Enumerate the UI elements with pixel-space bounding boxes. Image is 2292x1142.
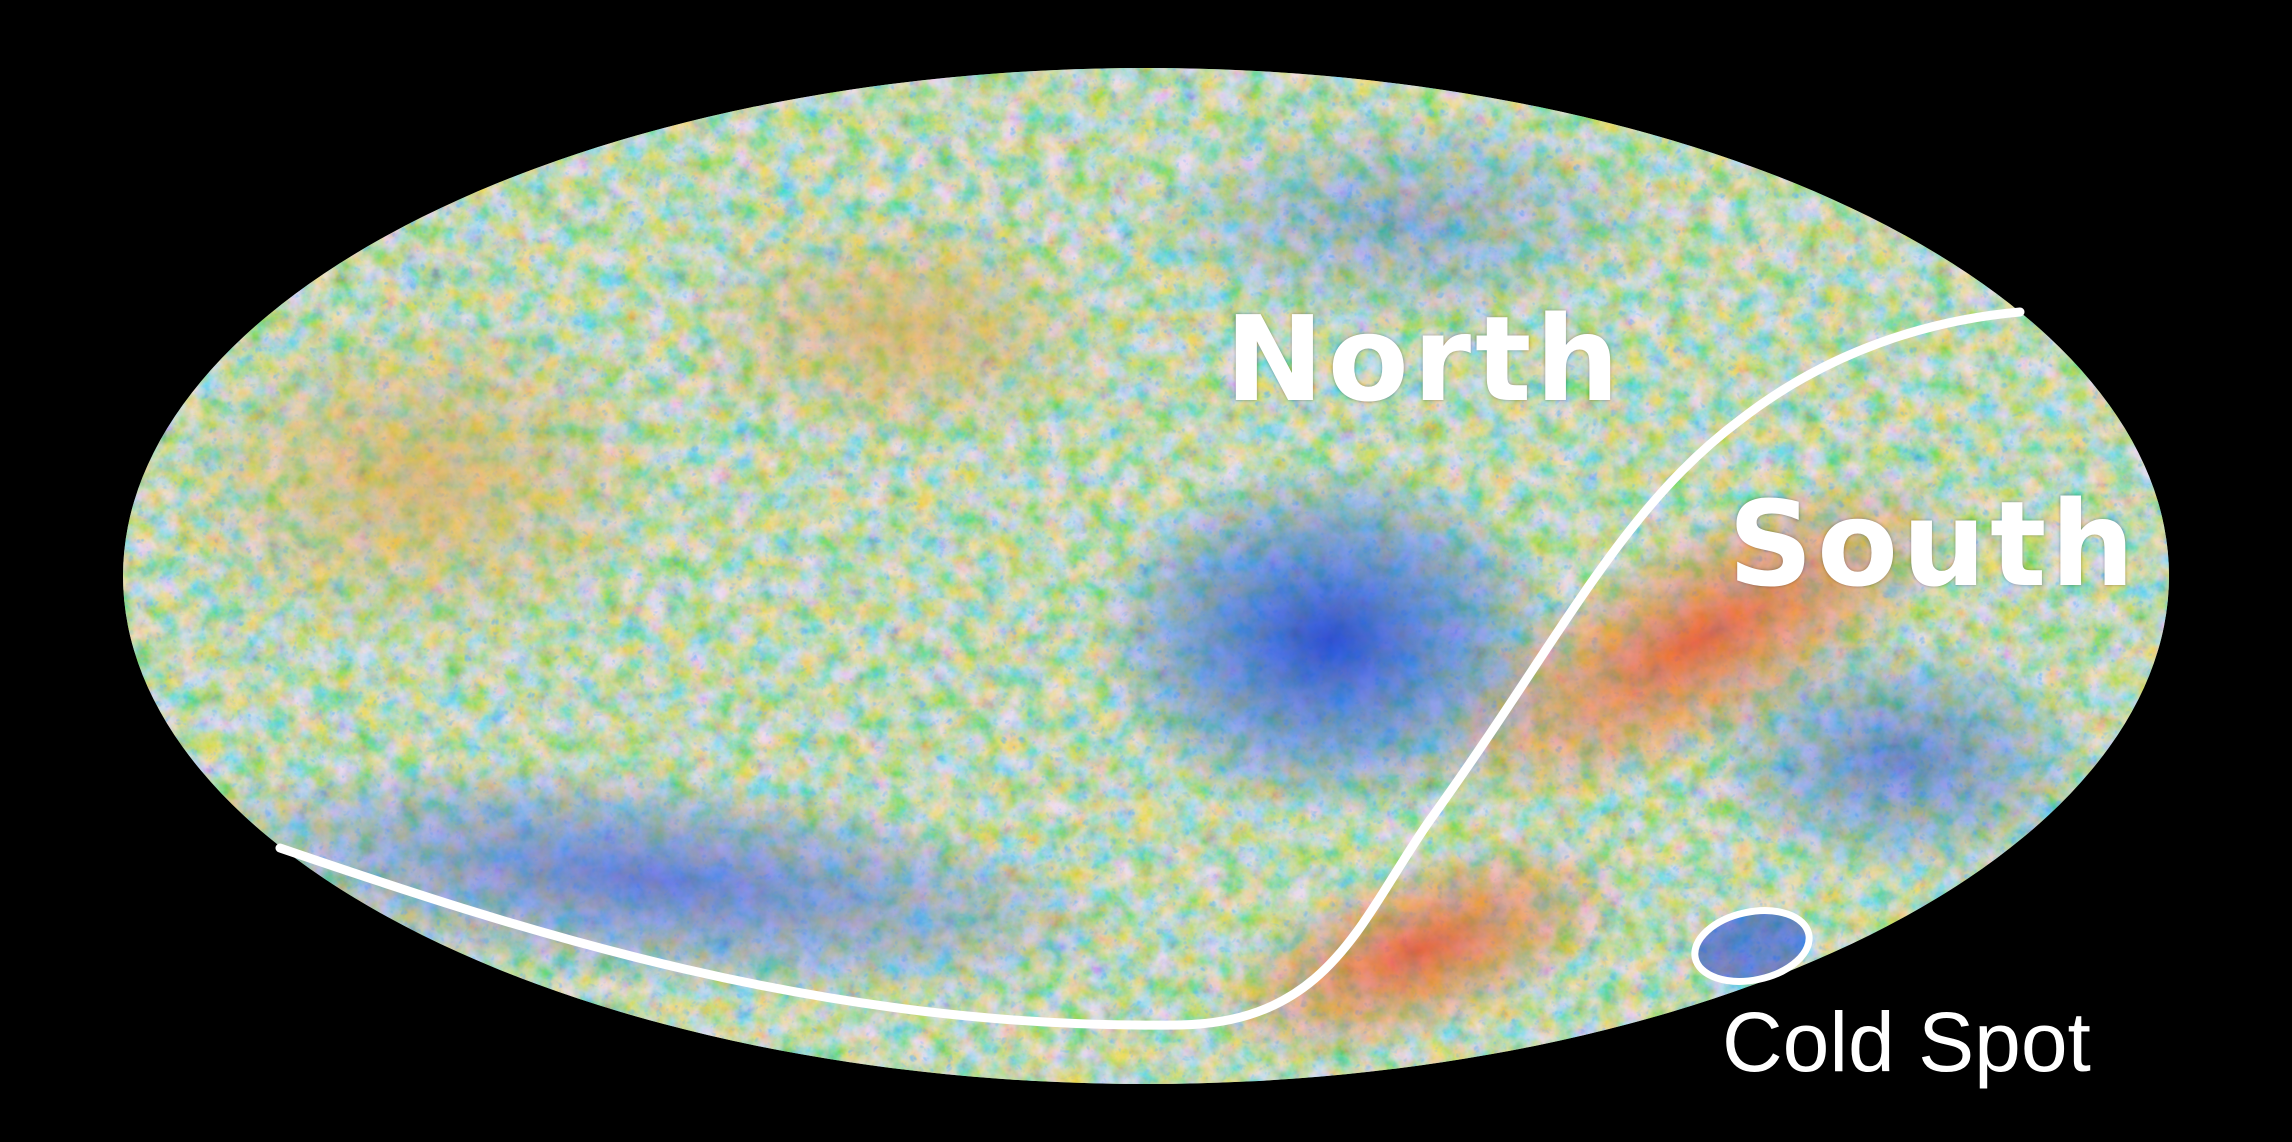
north-label: North <box>1225 290 1624 428</box>
hot-band <box>1430 468 1970 812</box>
south-label: South <box>1728 475 2139 613</box>
hemisphere-boundary-line <box>275 307 2025 1030</box>
cold-spot-outline <box>1691 907 1813 985</box>
cold-spot-label: Cold Spot <box>1722 995 2091 1089</box>
